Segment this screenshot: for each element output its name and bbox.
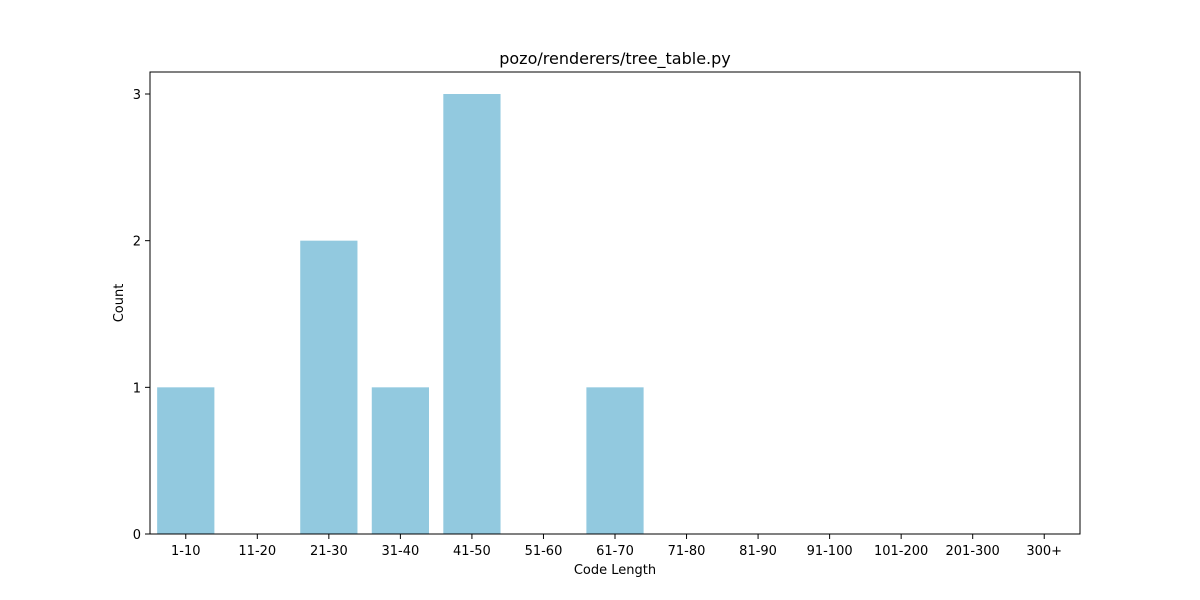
bar-1-10	[157, 387, 215, 534]
x-tick-label: 81-90	[739, 544, 777, 559]
x-tick-label: 31-40	[381, 544, 419, 559]
bar-21-30	[300, 240, 358, 534]
y-ticks-layer: 0 1 2 3	[133, 88, 150, 543]
x-tick-label: 11-20	[238, 544, 276, 559]
x-tick-label: 41-50	[453, 544, 491, 559]
x-ticks-layer: 1-10 11-20 21-30 31-40 41-50 51-60 61-70 71-80 8…	[171, 534, 1062, 559]
y-tick-label: 0	[133, 528, 141, 543]
plot-area-frame	[149, 71, 1081, 535]
x-tick-label: 101-200	[874, 544, 928, 559]
x-tick-label: 21-30	[310, 544, 348, 559]
bar-31-40	[371, 387, 429, 534]
x-tick-label: 201-300	[946, 544, 1000, 559]
x-tick-label: 61-70	[596, 544, 634, 559]
y-tick-label: 2	[133, 235, 141, 250]
x-axis-label: Code Length	[574, 563, 656, 578]
y-tick-label: 1	[133, 381, 141, 396]
chart-title: pozo/renderers/tree_table.py	[499, 49, 731, 69]
bar-61-70	[586, 387, 644, 534]
x-tick-label: 71-80	[668, 544, 706, 559]
x-tick-label: 1-10	[171, 544, 201, 559]
bars-layer	[157, 94, 644, 534]
x-tick-label: 300+	[1026, 544, 1062, 559]
y-tick-label: 3	[133, 88, 141, 103]
y-axis-label: Count	[112, 284, 127, 323]
bar-41-50	[443, 94, 501, 534]
x-tick-label: 51-60	[525, 544, 563, 559]
x-tick-label: 91-100	[807, 544, 853, 559]
